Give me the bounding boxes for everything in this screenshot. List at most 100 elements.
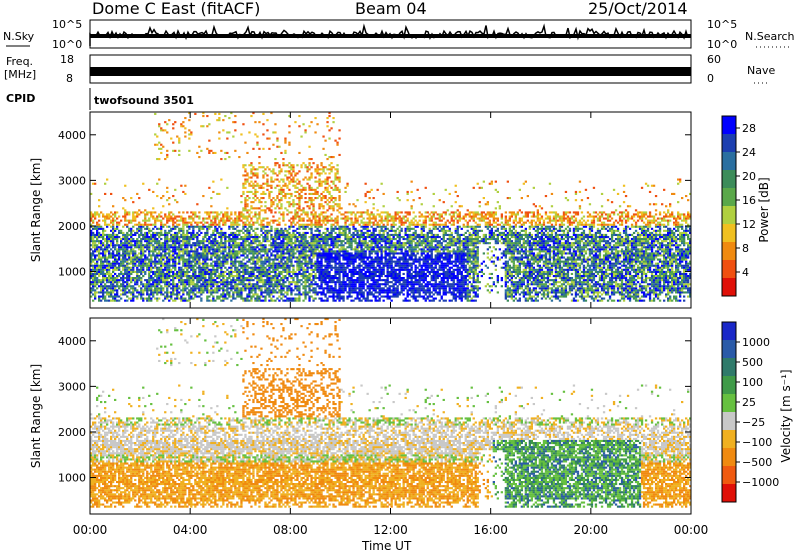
range-cell bbox=[202, 287, 205, 290]
range-cell bbox=[130, 258, 133, 261]
range-cell bbox=[256, 281, 259, 284]
range-cell bbox=[318, 195, 321, 198]
range-cell bbox=[210, 281, 213, 284]
range-cell bbox=[282, 217, 285, 220]
range-cell bbox=[296, 256, 299, 259]
range-cell bbox=[294, 272, 297, 275]
range-cell bbox=[136, 266, 139, 269]
range-cell bbox=[96, 246, 99, 249]
range-cell bbox=[318, 184, 321, 187]
range-cell bbox=[102, 227, 105, 230]
range-cell bbox=[154, 143, 157, 146]
range-cell bbox=[174, 268, 177, 271]
range-cell bbox=[102, 291, 105, 294]
range-cell bbox=[202, 223, 205, 226]
range-cell bbox=[320, 266, 323, 269]
range-cell bbox=[192, 293, 195, 296]
range-cell bbox=[232, 236, 235, 239]
range-cell bbox=[214, 254, 217, 257]
range-cell bbox=[168, 213, 171, 216]
range-cell bbox=[320, 203, 323, 206]
range-cell bbox=[338, 197, 341, 200]
range-cell bbox=[144, 256, 147, 259]
range-cell bbox=[214, 240, 217, 243]
range-cell bbox=[168, 197, 171, 200]
range-cell bbox=[118, 264, 121, 267]
range-cell bbox=[226, 137, 229, 140]
range-cell bbox=[244, 266, 247, 269]
range-cell bbox=[246, 293, 249, 296]
range-cell bbox=[308, 277, 311, 280]
range-cell bbox=[302, 162, 305, 165]
range-cell bbox=[306, 291, 309, 294]
range-cell bbox=[164, 250, 167, 253]
range-cell bbox=[196, 262, 199, 265]
range-cell bbox=[208, 242, 211, 245]
range-cell bbox=[286, 184, 289, 187]
range-cell bbox=[226, 258, 229, 261]
range-cell bbox=[350, 285, 353, 288]
range-cell bbox=[158, 244, 161, 247]
range-cell bbox=[270, 186, 273, 189]
range-cell bbox=[94, 268, 97, 271]
range-cell bbox=[336, 233, 339, 236]
range-cell bbox=[318, 223, 321, 226]
range-cell bbox=[202, 258, 205, 261]
range-cell bbox=[220, 283, 223, 286]
range-cell bbox=[152, 246, 155, 249]
range-cell bbox=[330, 170, 333, 173]
range-cell bbox=[152, 285, 155, 288]
range-cell bbox=[200, 297, 203, 300]
range-cell bbox=[264, 240, 267, 243]
range-cell bbox=[262, 166, 265, 169]
range-cell bbox=[134, 295, 137, 298]
cpid-value: twofsound 3501 bbox=[94, 94, 194, 107]
range-cell bbox=[218, 231, 221, 234]
range-cell bbox=[110, 219, 113, 222]
range-cell bbox=[256, 236, 259, 239]
range-cell bbox=[250, 291, 253, 294]
range-cell bbox=[218, 223, 221, 226]
range-cell bbox=[324, 250, 327, 253]
range-cell bbox=[240, 219, 243, 222]
range-cell bbox=[186, 266, 189, 269]
range-cell bbox=[320, 291, 323, 294]
range-cell bbox=[330, 268, 333, 271]
range-cell bbox=[280, 262, 283, 265]
range-cell bbox=[242, 264, 245, 267]
range-cell bbox=[342, 213, 345, 216]
range-cell bbox=[194, 236, 197, 239]
range-cell bbox=[312, 207, 315, 210]
range-cell bbox=[212, 211, 215, 214]
range-cell bbox=[154, 240, 157, 243]
range-cell bbox=[270, 258, 273, 261]
range-cell bbox=[96, 229, 99, 232]
range-cell bbox=[258, 199, 261, 202]
range-cell bbox=[248, 182, 251, 185]
range-cell bbox=[174, 285, 177, 288]
range-cell bbox=[122, 291, 125, 294]
range-cell bbox=[112, 287, 115, 290]
range-cell bbox=[146, 211, 149, 214]
range-cell bbox=[334, 287, 337, 290]
range-cell bbox=[166, 199, 169, 202]
range-cell bbox=[350, 217, 353, 220]
range-cell bbox=[280, 170, 283, 173]
range-cell bbox=[352, 223, 355, 226]
range-cell bbox=[330, 227, 333, 230]
range-cell bbox=[256, 221, 259, 224]
range-cell bbox=[342, 264, 345, 267]
range-cell bbox=[326, 289, 329, 292]
range-cell bbox=[310, 262, 313, 265]
range-cell bbox=[138, 227, 141, 230]
range-cell bbox=[164, 213, 167, 216]
range-cell bbox=[170, 279, 173, 282]
range-cell bbox=[204, 258, 207, 261]
range-cell bbox=[292, 289, 295, 292]
range-cell bbox=[352, 266, 355, 269]
range-cell bbox=[250, 295, 253, 298]
range-cell bbox=[284, 141, 287, 144]
range-cell bbox=[134, 223, 137, 226]
range-cell bbox=[262, 133, 265, 136]
range-cell bbox=[350, 283, 353, 286]
